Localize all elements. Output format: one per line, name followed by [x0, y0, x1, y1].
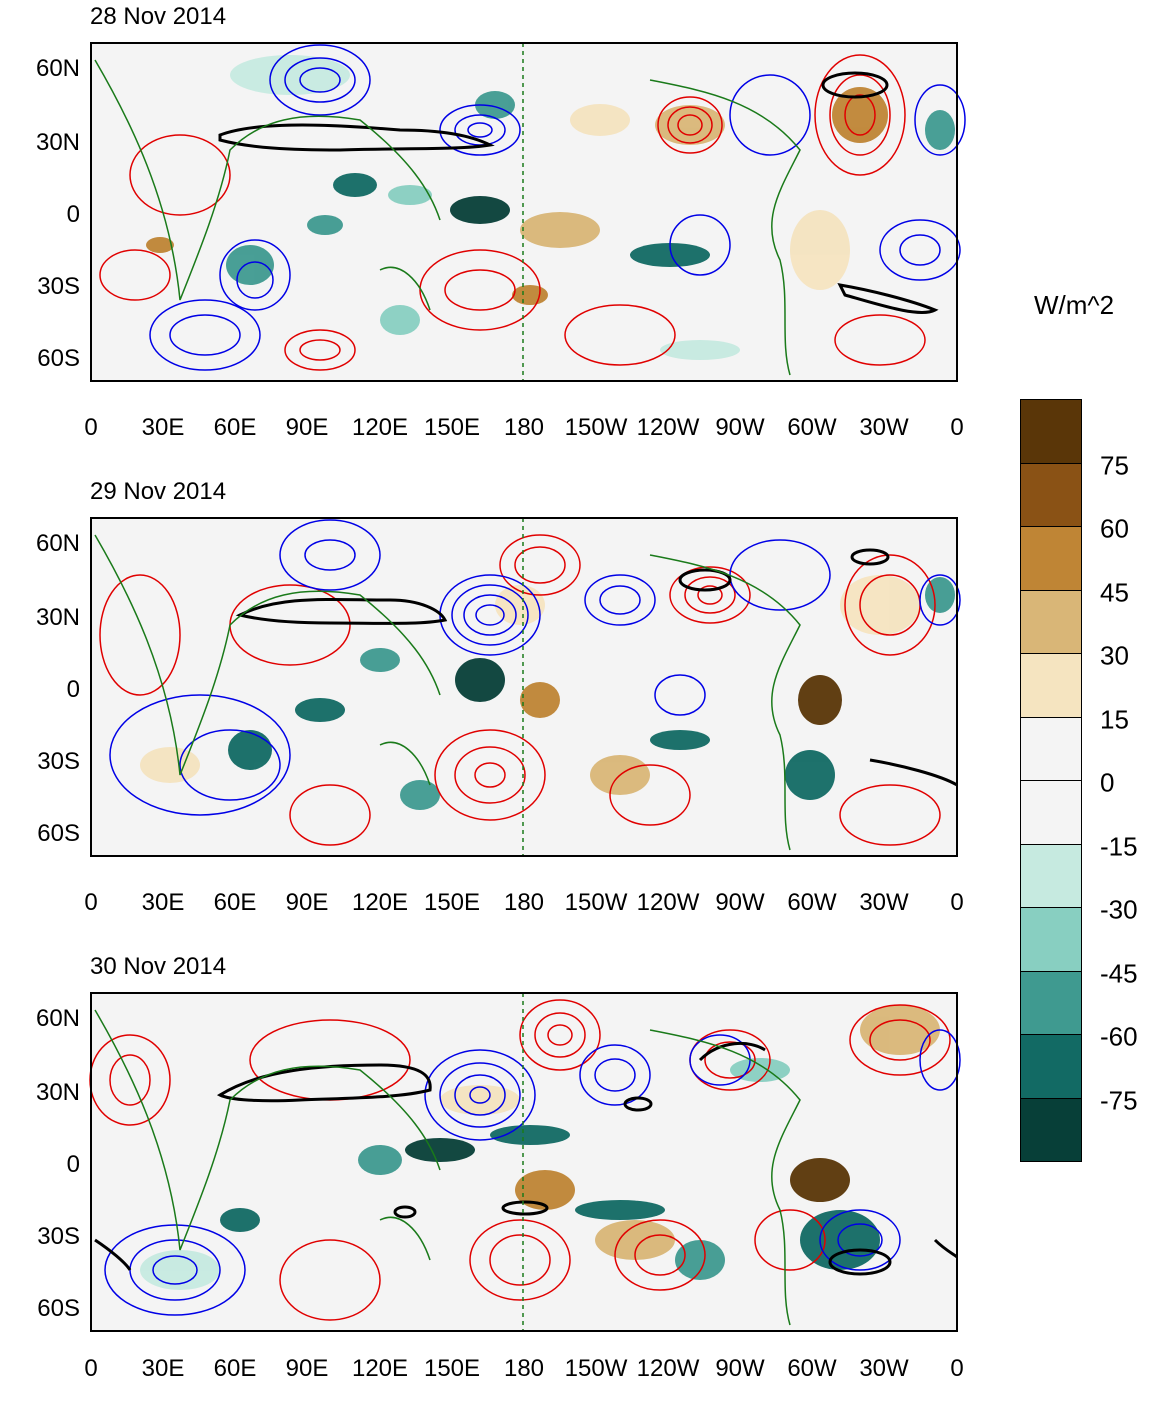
- positive-contours: [99, 54, 926, 371]
- lon-label: 30W: [859, 414, 909, 441]
- lon-label: 120E: [351, 889, 409, 916]
- negative-contours: [149, 44, 966, 371]
- map-panel-28nov: 28 Nov 2014: [0, 0, 1000, 475]
- lon-label: 60W: [787, 414, 837, 441]
- lat-label: 60N: [35, 1005, 80, 1032]
- lon-label: 120W: [636, 414, 700, 441]
- lon-label: 60W: [787, 1355, 837, 1382]
- map-panel-29nov: 29 Nov 2014: [0, 475, 1000, 950]
- coastlines: [94, 534, 801, 851]
- colorbar-label: 75: [1100, 450, 1129, 480]
- lat-label: 0: [66, 676, 80, 703]
- lon-label: 0: [84, 889, 98, 916]
- lat-label: 0: [66, 201, 80, 228]
- lat-label: 30S: [37, 273, 80, 300]
- panel-title: 30 Nov 2014: [90, 953, 227, 980]
- lat-label: 30N: [35, 129, 80, 156]
- lon-label: 0: [84, 414, 98, 441]
- lat-label: 60S: [37, 345, 80, 372]
- lon-label: 60E: [213, 889, 257, 916]
- colorbar-swatch: [1020, 970, 1082, 1035]
- colorbar-swatch: [1020, 843, 1082, 908]
- lon-label: 150W: [564, 414, 628, 441]
- significance-contours: [235, 548, 958, 787]
- lon-label: 30E: [141, 889, 185, 916]
- colorbar-swatch: [1020, 462, 1082, 527]
- significance-contours: [94, 1041, 959, 1276]
- colorbar-swatch: [1020, 399, 1082, 464]
- lon-label: 60E: [213, 414, 257, 441]
- lon-label: 0: [950, 1355, 964, 1382]
- lon-label: 0: [84, 1355, 98, 1382]
- significance-contours: [218, 71, 939, 314]
- lat-label: 60S: [37, 1295, 80, 1322]
- lat-label: 30S: [37, 748, 80, 775]
- lon-label: 150E: [423, 1355, 481, 1382]
- colorbar-label: 45: [1100, 577, 1129, 607]
- lon-label: 180: [503, 414, 545, 441]
- map-plot-28nov: [90, 42, 966, 382]
- lon-label: 120E: [351, 414, 409, 441]
- coastlines: [94, 59, 801, 376]
- colorbar-swatch: [1020, 526, 1082, 591]
- lon-label: 150W: [564, 889, 628, 916]
- colorbar-label: -15: [1100, 831, 1138, 861]
- lat-label: 60N: [35, 530, 80, 557]
- lat-label: 30N: [35, 1079, 80, 1106]
- lon-label: 60E: [213, 1355, 257, 1382]
- colorbar-label: 15: [1100, 704, 1129, 734]
- colorbar-swatch: [1020, 780, 1082, 845]
- lon-label: 90E: [285, 889, 329, 916]
- colorbar-label: -75: [1100, 1085, 1138, 1115]
- lon-label: 90E: [285, 414, 329, 441]
- lon-label: 0: [950, 414, 964, 441]
- colorbar-label: -30: [1100, 894, 1138, 925]
- lat-label: 60N: [35, 55, 80, 82]
- lon-label: 120W: [636, 889, 700, 916]
- map-plot-30nov: [89, 992, 961, 1332]
- lon-label: 30E: [141, 1355, 185, 1382]
- lon-label: 120W: [636, 1355, 700, 1382]
- colorbar-label: 30: [1100, 640, 1129, 671]
- positive-contours: [89, 999, 951, 1321]
- lon-label: 30W: [859, 1355, 909, 1382]
- lon-label: 120E: [351, 1355, 409, 1382]
- colorbar-label: -45: [1100, 958, 1138, 988]
- colorbar-units: W/m^2: [1034, 290, 1115, 320]
- lon-label: 90W: [715, 414, 765, 441]
- lon-label: 90W: [715, 889, 765, 916]
- lon-label: 90E: [285, 1355, 329, 1382]
- lon-label: 60W: [787, 889, 837, 916]
- map-plot-29nov: [90, 517, 961, 857]
- lon-label: 150E: [423, 414, 481, 441]
- colorbar-swatch: [1020, 716, 1082, 781]
- lon-label: 0: [950, 889, 964, 916]
- lon-label: 30W: [859, 889, 909, 916]
- lat-label: 0: [66, 1151, 80, 1178]
- lon-label: 150E: [423, 889, 481, 916]
- colorbar-swatch: [1020, 653, 1082, 718]
- colorbar-label: 60: [1100, 513, 1129, 544]
- panel-title: 28 Nov 2014: [90, 3, 227, 30]
- colorbar-swatch: [1020, 1097, 1082, 1162]
- lon-label: 30E: [141, 414, 185, 441]
- colorbar-label: -60: [1100, 1021, 1138, 1052]
- coastlines: [94, 1009, 801, 1326]
- colorbar-label: 0: [1100, 767, 1115, 798]
- lat-label: 60S: [37, 820, 80, 847]
- colorbar-swatch: [1020, 907, 1082, 972]
- lat-label: 30S: [37, 1223, 80, 1250]
- lon-label: 150W: [564, 1355, 628, 1382]
- colorbar-swatch: [1020, 1034, 1082, 1099]
- lon-label: 90W: [715, 1355, 765, 1382]
- colorbar-swatch: [1020, 589, 1082, 654]
- lon-label: 180: [503, 1355, 545, 1382]
- panel-title: 29 Nov 2014: [90, 478, 227, 505]
- map-panel-30nov: 30 Nov 2014: [0, 950, 1000, 1425]
- lon-label: 180: [503, 889, 545, 916]
- lat-label: 30N: [35, 604, 80, 631]
